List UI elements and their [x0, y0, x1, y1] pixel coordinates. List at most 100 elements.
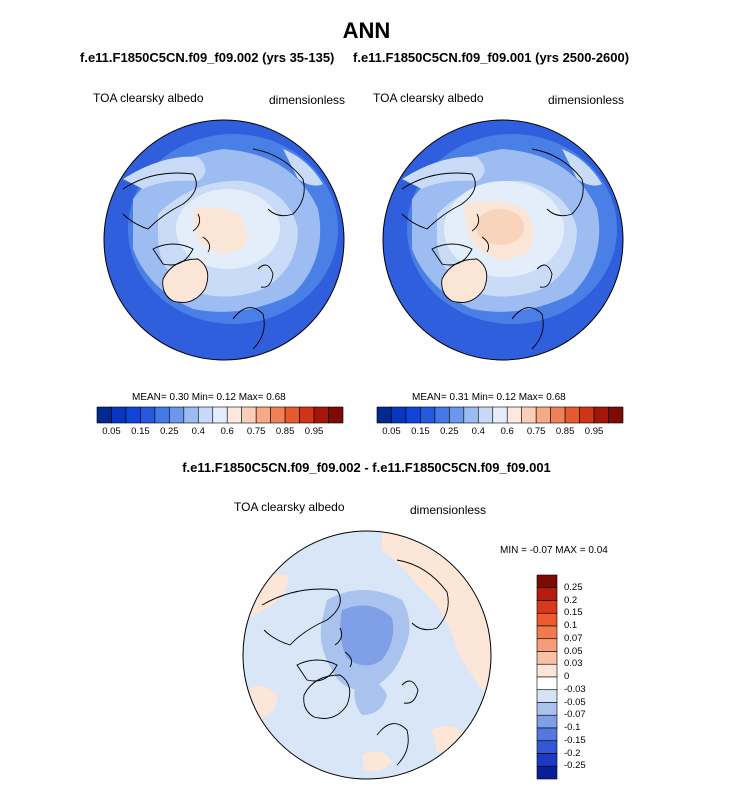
diff-colorbar-swatch: [536, 638, 558, 652]
panel-2-colorbar-swatch: [405, 406, 421, 424]
diff-panel-title: f.e11.F1850C5CN.f09_f09.002 - f.e11.F185…: [182, 460, 551, 475]
diff-colorbar-tick-label: -0.07: [564, 709, 586, 721]
page-title: ANN: [342, 18, 391, 43]
diff-colorbar-swatch: [536, 727, 558, 742]
panel-2-colorbar-swatch: [434, 406, 450, 424]
diff-colorbar-labels: 0.25 0.2 0.15 0.1 0.07 0.05 0.03 0 -0.03 -0.05 -0.…: [564, 575, 604, 779]
panel-1-colorbar-swatch: [169, 406, 185, 424]
panel-1-colorbar-swatch: [255, 406, 271, 424]
panel-1-stats: MEAN= 0.30 Min= 0.12 Max= 0.68: [132, 392, 286, 403]
diff-colorbar-swatch: [536, 714, 558, 729]
panel-1-colorbar-swatch: [125, 406, 141, 424]
panel-1-colorbar-tick-label: 0.15: [131, 426, 150, 437]
panel-1-colorbar-tick-label: 0.05: [102, 426, 121, 437]
panel-2-colorbar-swatch: [593, 406, 609, 424]
diff-polar-map: [242, 530, 492, 780]
panel-1-colorbar-swatch: [154, 406, 170, 424]
diff-colorbar-swatch: [536, 587, 558, 601]
panel-2-colorbar-labels: 0.05 0.15 0.25 0.4 0.6 0.75 0.85 0.95: [377, 426, 623, 438]
panel-1-colorbar-swatch: [183, 406, 199, 424]
panel-1-case-title: f.e11.F1850C5CN.f09_f09.002 (yrs 35-135): [80, 50, 335, 65]
panel-1-colorbar: [96, 406, 344, 424]
panel-2-colorbar-swatch: [608, 406, 624, 424]
panel-2-colorbar-swatch: [535, 406, 551, 424]
panel-1-variable-label: TOA clearsky albedo: [93, 91, 204, 105]
panel-2-colorbar-swatch: [564, 406, 580, 424]
panel-1-colorbar-tick-label: 0.95: [304, 426, 324, 437]
panel-2-colorbar-swatch: [550, 406, 566, 424]
diff-colorbar-tick-label: 0.07: [564, 632, 583, 644]
diff-colorbar-tick-label: 0.2: [564, 594, 578, 606]
panel-2-stats: MEAN= 0.31 Min= 0.12 Max= 0.68: [412, 392, 566, 403]
panel-2-colorbar-tick-label: 0.15: [411, 426, 430, 437]
panel-2-colorbar-swatch: [579, 406, 595, 424]
diff-colorbar-tick-label: -0.15: [564, 734, 586, 746]
panel-1-colorbar-swatch: [197, 406, 214, 424]
diff-units-label: dimensionless: [410, 503, 487, 517]
diff-colorbar-tick-label: -0.03: [564, 683, 586, 695]
panel-1-colorbar-tick-label: 0.6: [220, 426, 234, 437]
diff-colorbar-swatch: [536, 740, 558, 754]
panel-2-colorbar-tick-label: 0.85: [555, 426, 575, 437]
diff-colorbar-swatch: [536, 612, 558, 627]
diff-colorbar-swatch: [536, 689, 558, 703]
diff-colorbar-swatch: [536, 663, 558, 678]
panel-1-colorbar-swatch: [212, 406, 228, 424]
panel-1-colorbar-swatch: [241, 406, 257, 424]
diff-colorbar-tick-label: 0: [564, 671, 570, 682]
panel-2-colorbar-swatch: [376, 406, 392, 424]
panel-1-colorbar-swatch: [284, 406, 300, 424]
diff-minmax-label: MIN = -0.07 MAX = 0.04: [500, 545, 608, 556]
diff-colorbar-swatch: [536, 651, 558, 665]
diff-colorbar-swatch: [536, 702, 558, 716]
diff-colorbar: [536, 574, 558, 780]
panel-1-colorbar-swatch: [111, 406, 127, 424]
panel-2-colorbar-swatch: [477, 406, 494, 424]
panel-2-colorbar-tick-label: 0.6: [500, 426, 514, 437]
diff-colorbar-tick-label: 0.05: [564, 645, 583, 657]
panel-2-colorbar-swatch: [492, 406, 508, 424]
panel-2-case-title: f.e11.F1850C5CN.f09_f09.001 (yrs 2500-26…: [353, 50, 630, 65]
panel-2-colorbar: [376, 406, 624, 424]
diff-colorbar-tick-label: 0.25: [564, 581, 583, 593]
panel-1-colorbar-swatch: [299, 406, 315, 424]
diff-colorbar-swatch: [536, 625, 558, 640]
panel-2-colorbar-swatch: [463, 406, 479, 424]
panel-2-colorbar-swatch: [420, 406, 436, 424]
diff-variable-label: TOA clearsky albedo: [234, 500, 345, 514]
panel-1-colorbar-labels: 0.05 0.15 0.25 0.4 0.6 0.75 0.85 0.95: [97, 426, 343, 438]
panel-1-colorbar-tick-label: 0.25: [160, 426, 179, 437]
panel-2-colorbar-swatch: [521, 406, 537, 424]
panel-1-units-label: dimensionless: [269, 93, 346, 107]
panel-1-colorbar-tick-label: 0.85: [275, 426, 295, 437]
panel-2-colorbar-tick-label: 0.95: [584, 426, 604, 437]
diff-colorbar-swatch: [536, 600, 558, 614]
panel-2-units-label: dimensionless: [548, 93, 625, 107]
diff-colorbar-tick-label: 0.03: [564, 658, 583, 670]
panel-1-colorbar-swatch: [140, 406, 156, 424]
panel-1-colorbar-tick-label: 0.4: [191, 426, 205, 437]
diff-colorbar-swatch: [536, 753, 558, 767]
panel-2-variable-label: TOA clearsky albedo: [373, 91, 484, 105]
diff-colorbar-swatch: [536, 574, 558, 589]
diff-colorbar-swatch: [536, 765, 558, 780]
panel-1-colorbar-swatch: [226, 406, 243, 424]
diff-colorbar-tick-label: -0.25: [564, 760, 586, 772]
panel-2-colorbar-swatch: [391, 406, 407, 424]
panel-2-colorbar-tick-label: 0.4: [471, 426, 485, 437]
panel-1-colorbar-swatch: [313, 406, 329, 424]
panel-2-colorbar-swatch: [449, 406, 465, 424]
panel-2-colorbar-swatch: [506, 406, 523, 424]
panel-1-colorbar-swatch: [270, 406, 286, 424]
diff-colorbar-tick-label: 0.1: [564, 620, 578, 631]
panel-2-colorbar-tick-label: 0.05: [382, 426, 401, 437]
panel-2-colorbar-tick-label: 0.75: [526, 426, 546, 437]
diff-colorbar-tick-label: -0.1: [564, 722, 581, 733]
panel-2-polar-map: [382, 119, 624, 361]
panel-1-colorbar-swatch: [96, 406, 112, 424]
diff-colorbar-tick-label: 0.15: [564, 607, 583, 619]
diff-colorbar-swatch: [536, 676, 558, 691]
diff-colorbar-tick-label: -0.05: [564, 696, 586, 708]
diff-colorbar-tick-label: -0.2: [564, 747, 581, 759]
panel-1-polar-map: [103, 119, 345, 361]
